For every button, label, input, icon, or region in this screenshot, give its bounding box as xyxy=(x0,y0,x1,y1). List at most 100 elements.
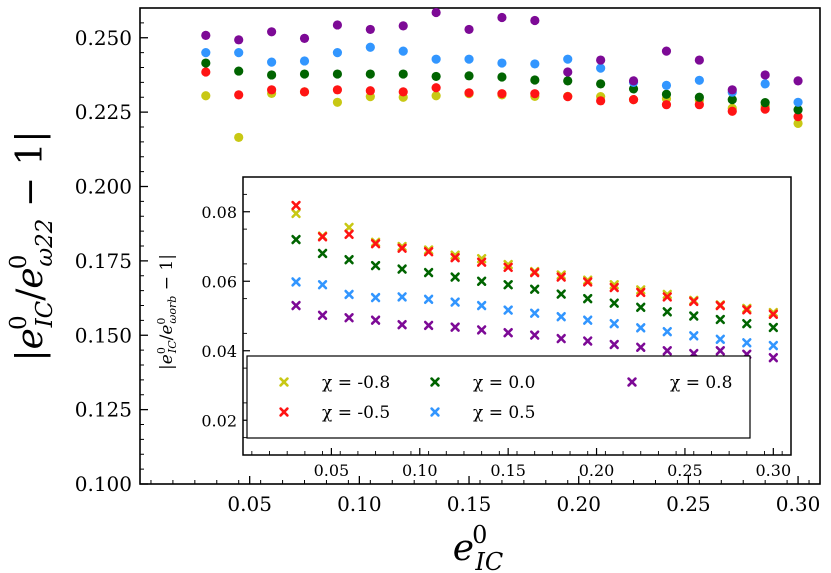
main-data-point xyxy=(530,15,540,26)
inset-data-point xyxy=(636,302,646,313)
y-label-e1-sub: IC xyxy=(32,300,58,328)
inset-y-label-e2: e xyxy=(157,325,177,335)
main-data-point xyxy=(431,71,441,82)
main-x-tick-label: 0.15 xyxy=(447,492,492,516)
main-data-point xyxy=(760,104,770,114)
main-data-point xyxy=(365,69,375,79)
main-data-point xyxy=(431,54,441,64)
y-label-e2: e xyxy=(10,267,51,288)
main-data-point xyxy=(694,75,704,85)
inset-y-label-e1-sup: 0 xyxy=(155,347,168,354)
legend-label: χ = 0.0 xyxy=(473,373,535,393)
inset-data-point xyxy=(291,234,301,245)
inset-series-4 xyxy=(291,300,779,363)
inset-y-axis-label: |e0IC/e0ωorb − 1| xyxy=(155,254,179,370)
inset-data-point xyxy=(768,340,779,351)
inset-data-point xyxy=(423,247,434,257)
inset-data-point xyxy=(583,277,593,287)
main-x-tick-label: 0.10 xyxy=(337,492,382,516)
inset-data-point xyxy=(529,284,540,294)
main-data-point xyxy=(234,132,244,143)
main-data-point xyxy=(760,70,770,80)
inset-data-point xyxy=(397,264,407,274)
main-data-point xyxy=(431,7,441,18)
inset-data-point xyxy=(662,326,672,337)
inset-data-point xyxy=(291,200,301,211)
inset-data-point xyxy=(662,292,672,302)
inset-data-point xyxy=(662,346,672,356)
inset-x-tick-label: 0.10 xyxy=(402,461,438,480)
inset-data-point xyxy=(423,267,434,278)
inset-data-point xyxy=(450,322,460,332)
inset-data-point xyxy=(768,322,779,333)
inset-y-label-e1-sub: IC xyxy=(166,340,179,354)
main-y-tick-label: 0.175 xyxy=(75,249,132,273)
legend-label: χ = 0.5 xyxy=(473,403,535,423)
main-data-point xyxy=(234,90,244,100)
main-data-point xyxy=(267,27,277,37)
main-data-point xyxy=(661,100,672,110)
main-x-tick-label: 0.20 xyxy=(556,492,601,516)
inset-data-point xyxy=(636,285,646,295)
main-data-point xyxy=(760,79,770,89)
inset-data-point xyxy=(742,318,752,329)
main-data-point xyxy=(464,88,474,98)
inset-data-point xyxy=(556,270,566,280)
inset-data-point xyxy=(583,336,593,346)
inset-data-point xyxy=(476,325,487,335)
main-data-point xyxy=(596,63,606,73)
inset-data-point xyxy=(609,339,619,350)
inset-y-tick-label: 0.06 xyxy=(201,272,237,291)
main-y-tick-label: 0.225 xyxy=(75,100,132,124)
main-data-point xyxy=(628,95,639,105)
main-data-point xyxy=(431,83,441,93)
main-data-point xyxy=(464,24,474,35)
inset-data-point xyxy=(344,289,354,300)
main-data-point xyxy=(299,33,310,43)
main-y-tick-label: 0.125 xyxy=(75,398,132,422)
inset-data-point xyxy=(742,305,752,315)
main-data-point xyxy=(201,48,211,58)
inset-data-point xyxy=(397,319,407,330)
inset-series-3 xyxy=(291,277,779,351)
inset-data-point xyxy=(370,239,381,249)
main-data-point xyxy=(793,76,803,86)
main-data-point xyxy=(267,85,277,95)
inset-data-point xyxy=(450,252,460,263)
inset-data-point xyxy=(556,333,566,344)
inset-data-point xyxy=(583,293,593,304)
main-data-point xyxy=(431,91,441,101)
inset-data-point xyxy=(503,305,513,315)
main-data-point xyxy=(661,80,672,90)
y-label-e2-sup: 0 xyxy=(6,255,32,270)
main-y-axis-label: |e0IC/e0ω22 − 1| xyxy=(6,131,58,362)
main-data-point xyxy=(727,85,737,95)
main-data-point xyxy=(332,85,343,95)
inset-data-point xyxy=(344,255,354,265)
main-y-ticks: 0.100 0.125 0.150 0.175 0.200 0.225 0.250 xyxy=(75,22,148,496)
main-data-point xyxy=(793,118,803,129)
main-data-point xyxy=(299,69,310,79)
inset-data-point xyxy=(370,315,381,325)
y-label-tail: − 1| xyxy=(10,131,51,219)
inset-data-point xyxy=(317,310,328,321)
main-data-point xyxy=(332,48,343,58)
inset-data-point xyxy=(689,296,699,307)
inset-data-point xyxy=(768,309,779,319)
main-x-tick-label: 0.05 xyxy=(227,492,272,516)
main-data-point xyxy=(332,97,343,107)
inset-x-tick-label: 0.15 xyxy=(490,461,526,480)
inset-data-point xyxy=(636,323,646,333)
y-label-slash: / xyxy=(10,288,51,301)
inset-data-point xyxy=(529,267,540,278)
legend-label: χ = 0.8 xyxy=(670,373,732,393)
inset-data-point xyxy=(715,314,725,325)
inset-data-point xyxy=(317,280,328,290)
main-data-point xyxy=(201,30,211,40)
inset-data-point xyxy=(450,250,460,260)
legend-marker xyxy=(430,407,440,417)
inset-data-point xyxy=(662,289,672,300)
main-data-point xyxy=(234,35,244,45)
main-data-point xyxy=(267,70,277,80)
main-data-point xyxy=(793,97,803,107)
